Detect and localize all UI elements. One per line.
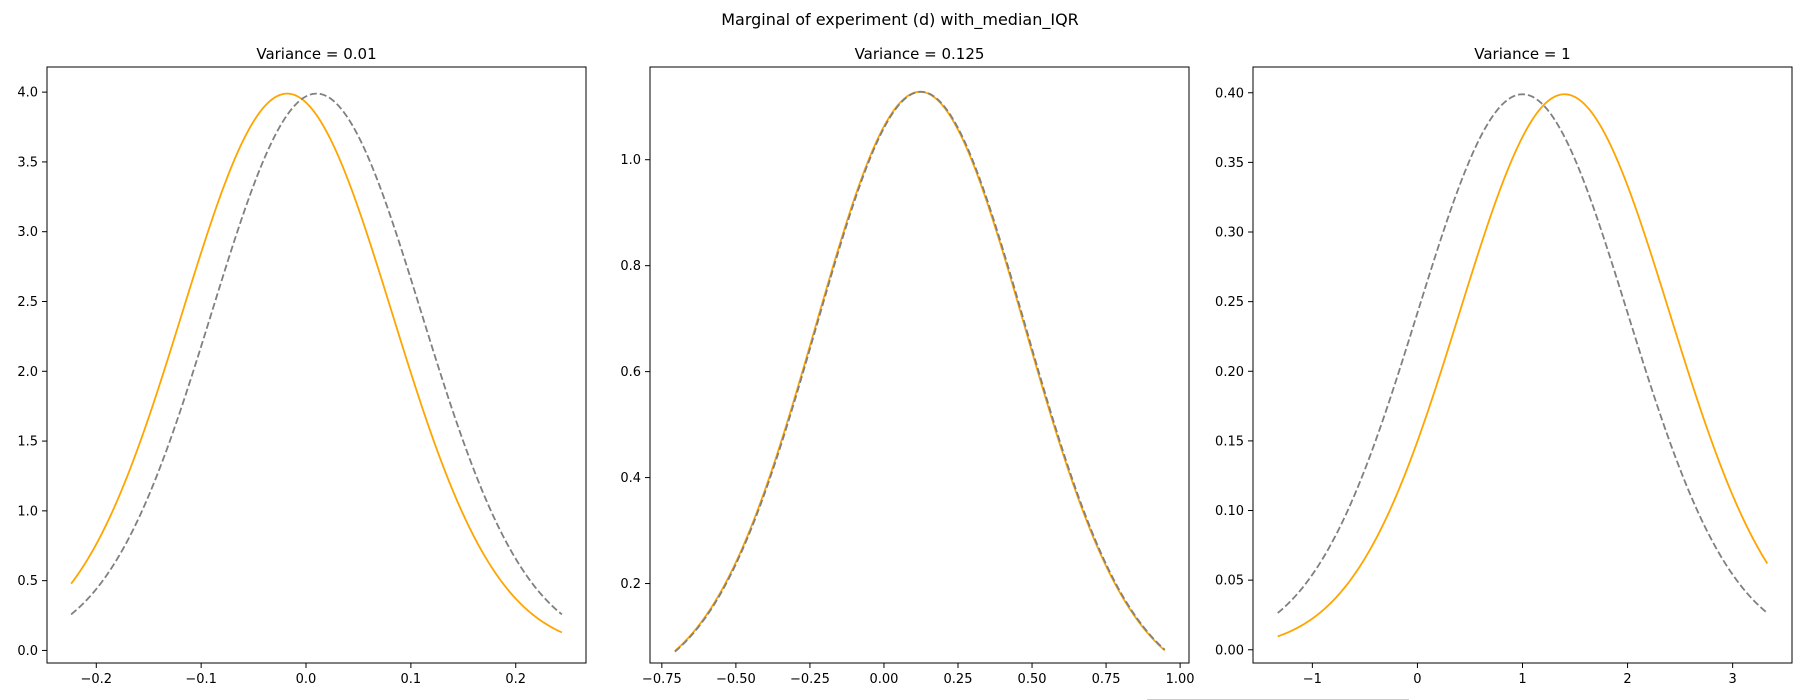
- y-tick-label: 3.0: [17, 225, 38, 240]
- y-tick-label: 1.0: [17, 504, 38, 519]
- y-tick-label: 0.35: [1215, 156, 1244, 171]
- x-tick-label: 1: [1518, 672, 1526, 687]
- subplot-title: Variance = 0.01: [256, 45, 376, 63]
- x-tick-label: 1.00: [1166, 672, 1195, 687]
- x-tick-label: −0.2: [80, 672, 112, 687]
- x-tick-label: 0.75: [1092, 672, 1121, 687]
- subplot-2: Variance = 0.125 −0.75 −0.50 −0.25 0.00 0.25 0…: [620, 45, 1194, 687]
- y-tick-label: 0.15: [1215, 434, 1244, 449]
- y-tick-label: 0.5: [17, 574, 38, 589]
- y-tick-label: 1.0: [620, 153, 641, 168]
- marginal-density-line: [1277, 93, 1769, 638]
- y-tick-label: 0.00: [1215, 643, 1244, 658]
- y-tick-label: 0.2: [620, 577, 641, 592]
- axes-frame: [1252, 66, 1793, 664]
- y-tick-label: 2.5: [17, 295, 38, 310]
- x-tick-label: −0.75: [642, 672, 682, 687]
- subplot-title: Variance = 0.125: [855, 45, 985, 63]
- subplot-title: Variance = 1: [1474, 45, 1570, 63]
- x-tick-label: 0.0: [296, 672, 317, 687]
- y-tick-label: 0.6: [620, 365, 641, 380]
- y-tick-label: 0.0: [17, 644, 38, 659]
- reference-density-line: [1277, 93, 1768, 614]
- x-tick-label: 0.00: [869, 672, 898, 687]
- y-tick-label: 1.5: [17, 435, 38, 450]
- marginal-density-line: [674, 90, 1166, 652]
- reference-density-line: [674, 90, 1166, 653]
- x-tick-label: 0.2: [505, 672, 526, 687]
- axes-frame: [649, 66, 1190, 664]
- y-tick-label: 0.8: [620, 259, 641, 274]
- y-tick-label: 4.0: [17, 86, 38, 101]
- y-tick-label: 0.30: [1215, 226, 1244, 241]
- y-tick-label: 0.4: [620, 471, 641, 486]
- marginal-density-line: [70, 92, 563, 634]
- x-tick-label: −0.1: [185, 672, 217, 687]
- x-tick-label: 0: [1413, 672, 1421, 687]
- x-tick-label: −0.25: [790, 672, 830, 687]
- x-tick-label: 0.50: [1018, 672, 1047, 687]
- x-tick-label: 2: [1623, 672, 1631, 687]
- y-tick-label: 2.0: [17, 365, 38, 380]
- y-tick-label: 0.10: [1215, 504, 1244, 519]
- y-tick-label: 0.40: [1215, 86, 1244, 101]
- y-tick-label: 3.5: [17, 155, 38, 170]
- subplot-3: Variance = 1 −1 0 1 2 3 0.00 0.05 0.10 0.15 0.20 0.…: [1215, 45, 1793, 687]
- x-tick-label: 3: [1728, 672, 1736, 687]
- figure-suptitle: Marginal of experiment (d) with_median_I…: [721, 10, 1079, 29]
- y-tick-label: 0.25: [1215, 295, 1244, 310]
- axes-frame: [46, 66, 587, 664]
- reference-density-line: [70, 92, 563, 616]
- x-tick-label: −1: [1303, 672, 1322, 687]
- x-tick-label: 0.25: [944, 672, 973, 687]
- subplot-1: Variance = 0.01 −0.2 −0.1 0.0 0.1 0.2 0.0 0.5 1.…: [17, 45, 587, 687]
- y-tick-label: 0.20: [1215, 365, 1244, 380]
- x-tick-label: −0.50: [716, 672, 756, 687]
- y-tick-label: 0.05: [1215, 574, 1244, 589]
- x-tick-label: 0.1: [401, 672, 422, 687]
